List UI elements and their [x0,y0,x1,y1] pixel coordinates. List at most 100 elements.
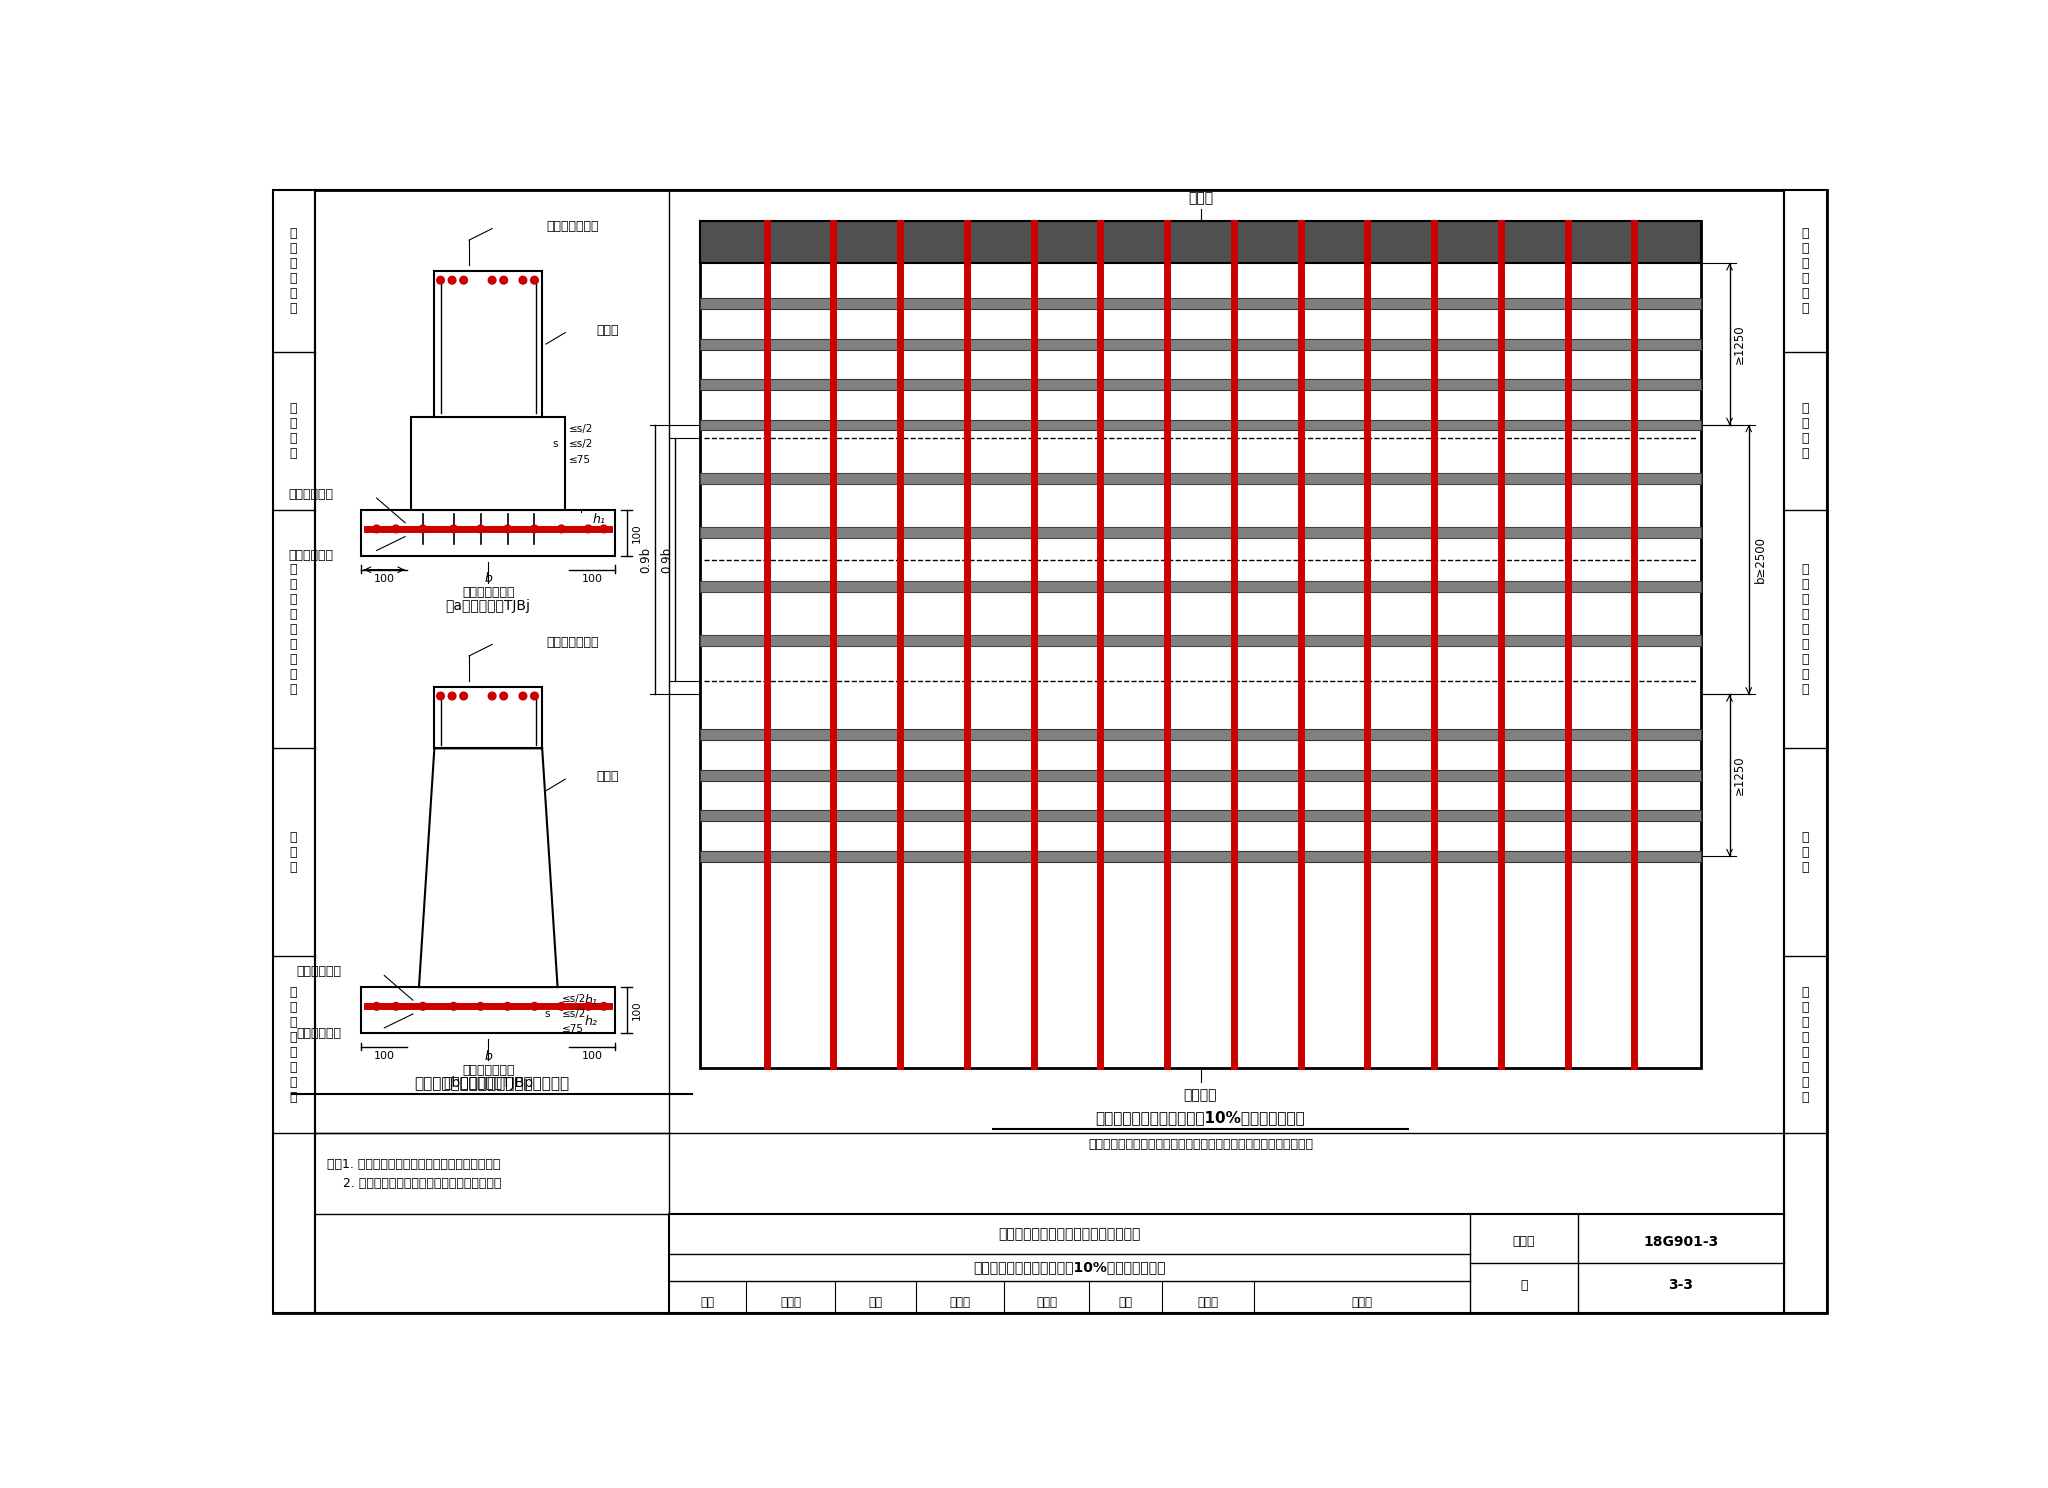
Text: 100: 100 [633,1000,641,1019]
Bar [360,987,614,1033]
Text: 页: 页 [1520,1278,1528,1292]
Circle shape [487,692,496,699]
Circle shape [461,277,467,284]
Text: b≥2500: b≥2500 [1753,536,1767,583]
Bar [412,417,565,510]
Circle shape [391,525,399,533]
Bar [434,687,543,748]
Circle shape [420,1003,426,1010]
Circle shape [391,1003,399,1010]
Text: s: s [553,439,557,449]
Text: ≤s/2: ≤s/2 [561,994,586,1003]
Text: 王怀元: 王怀元 [1352,1296,1372,1309]
Bar [700,220,1702,1068]
Text: 分布钢筋: 分布钢筋 [1184,1088,1217,1101]
Text: 注：1. 基础的配筋及几何尺寸详见具体结构设计。: 注：1. 基础的配筋及几何尺寸详见具体结构设计。 [326,1158,500,1171]
Bar [700,298,1702,310]
Text: 100: 100 [633,522,641,543]
Text: 审核: 审核 [700,1296,715,1309]
Text: 底板分布钢筋: 底板分布钢筋 [289,549,334,562]
Bar [700,729,1702,740]
Text: 3-3: 3-3 [1669,1278,1694,1292]
Circle shape [451,525,457,533]
Text: b: b [483,1051,492,1062]
Text: 底板受力钢筋: 底板受力钢筋 [289,488,334,501]
Circle shape [557,525,565,533]
Circle shape [530,1003,539,1010]
Text: 设计: 设计 [1118,1296,1133,1309]
Bar [700,851,1702,862]
Bar [1784,510,1827,748]
Bar [700,811,1702,821]
Text: 基础梁下条形基础底板钢筋排布剖面图: 基础梁下条形基础底板钢筋排布剖面图 [999,1228,1141,1241]
Text: ≤75: ≤75 [561,1024,584,1034]
Circle shape [500,692,508,699]
Text: 2. 基础底板的分布钢筋在梁宽范围内不设置。: 2. 基础底板的分布钢筋在梁宽范围内不设置。 [326,1177,502,1190]
Text: 条形基础底板配筋长度减短10%的钢筋排布构造: 条形基础底板配筋长度减短10%的钢筋排布构造 [1096,1110,1305,1125]
Text: b: b [483,573,492,585]
Circle shape [373,1003,381,1010]
Circle shape [600,1003,608,1010]
Text: 底板受力钢筋: 底板受力钢筋 [297,966,342,978]
Text: 基础梁: 基础梁 [596,771,618,783]
Bar [700,635,1702,646]
Text: 桩
基
础: 桩 基 础 [289,830,297,873]
Bar [700,339,1702,350]
Circle shape [373,525,381,533]
Text: 基础梁纵向钢筋: 基础梁纵向钢筋 [547,220,598,232]
Text: 条
形
基
础
与
筏
形
基
础: 条 形 基 础 与 筏 形 基 础 [1802,562,1808,695]
Text: （b）坡形截面TJBp: （b）坡形截面TJBp [442,1076,532,1091]
Circle shape [436,277,444,284]
Text: 基础梁纵向钢筋: 基础梁纵向钢筋 [547,635,598,649]
Text: 0.9b: 0.9b [659,546,674,573]
Text: 校对: 校对 [868,1296,883,1309]
Text: ≥1250: ≥1250 [1733,756,1747,795]
Text: ≤s/2: ≤s/2 [569,439,594,449]
Polygon shape [420,748,557,987]
Text: 桩
基
础: 桩 基 础 [1802,830,1808,873]
Circle shape [530,525,539,533]
Text: 基础梁纵向钢筋: 基础梁纵向钢筋 [463,586,514,600]
Bar [272,190,315,1312]
Circle shape [461,692,467,699]
Bar [700,420,1702,430]
Text: 侯国华: 侯国华 [950,1296,971,1309]
Text: 条形基础底板配筋长度减短10%的钢筋排布构造: 条形基础底板配筋长度减短10%的钢筋排布构造 [973,1260,1165,1274]
Circle shape [500,277,508,284]
Text: 图集号: 图集号 [1513,1235,1536,1248]
Text: （底板交接区的受力钢筋和无交接底板时端部第一根钢筋不应减短）: （底板交接区的受力钢筋和无交接底板时端部第一根钢筋不应减短） [1087,1138,1313,1152]
Text: 条
形
基
础
与
筏
形
基
础: 条 形 基 础 与 筏 形 基 础 [289,562,297,695]
Text: （a）阶形截面TJBj: （a）阶形截面TJBj [446,598,530,613]
Text: 独
立
基
础: 独 立 基 础 [1802,402,1808,460]
Circle shape [477,1003,485,1010]
Text: 黄志刚: 黄志刚 [780,1296,801,1309]
Text: 与
基
础
有
关
的
构
造: 与 基 础 有 关 的 构 造 [289,987,297,1104]
Circle shape [504,525,512,533]
Text: 100: 100 [375,1052,395,1061]
Circle shape [584,525,592,533]
Text: 一
般
构
造
要
求: 一 般 构 造 要 求 [1802,228,1808,315]
Text: ≤75: ≤75 [569,455,592,464]
Text: 一
般
构
造
要
求: 一 般 构 造 要 求 [289,228,297,315]
Text: ≥1250: ≥1250 [1733,324,1747,365]
Circle shape [600,525,608,533]
Text: ≤s/2: ≤s/2 [569,424,594,434]
Text: 基础梁下条形基础底板钢筋排布剖面图: 基础梁下条形基础底板钢筋排布剖面图 [414,1076,569,1091]
Text: 基础梁纵向钢筋: 基础梁纵向钢筋 [463,1064,514,1077]
Text: 基础梁: 基础梁 [596,324,618,336]
Text: 底板分布钢筋: 底板分布钢筋 [297,1027,342,1040]
Bar [1784,190,1827,1312]
Circle shape [449,692,457,699]
Circle shape [477,525,485,533]
Bar [434,271,543,417]
Text: 18G901-3: 18G901-3 [1642,1235,1718,1248]
Bar [700,582,1702,592]
Circle shape [584,1003,592,1010]
Text: 与
基
础
有
关
的
构
造: 与 基 础 有 关 的 构 造 [1802,987,1808,1104]
Text: 侯国华: 侯国华 [1036,1296,1057,1309]
Bar [670,1214,1784,1312]
Bar [700,220,1702,263]
Text: 独
立
基
础: 独 立 基 础 [289,402,297,460]
Bar [272,510,315,748]
Text: ≤s/2: ≤s/2 [561,1009,586,1019]
